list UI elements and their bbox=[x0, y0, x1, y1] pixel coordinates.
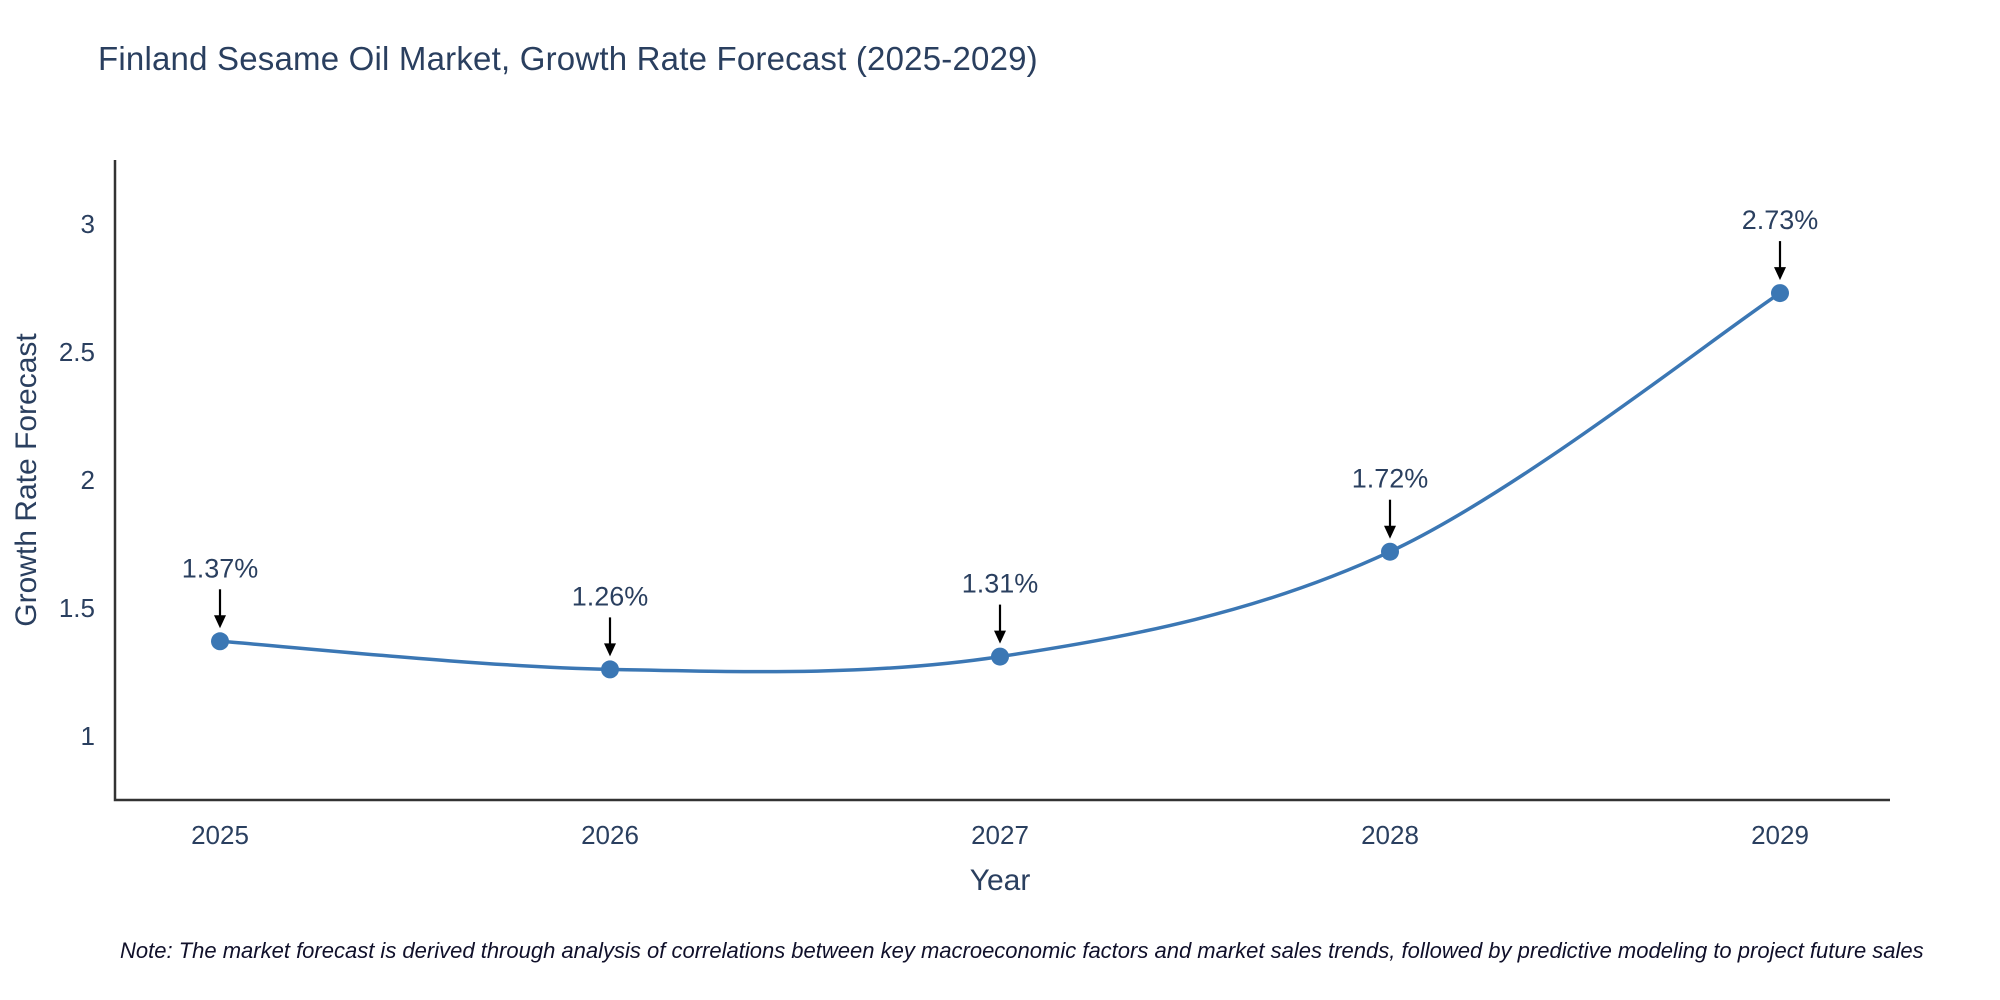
y-tick-label: 2 bbox=[81, 465, 95, 495]
data-point-marker bbox=[1381, 542, 1399, 561]
x-tick-label: 2026 bbox=[581, 820, 639, 850]
x-tick-label: 2025 bbox=[191, 820, 249, 850]
footnote: Note: The market forecast is derived thr… bbox=[120, 938, 1924, 963]
point-value-label: 1.26% bbox=[572, 581, 649, 611]
point-value-label: 1.72% bbox=[1352, 464, 1429, 494]
annotation-arrow-head bbox=[604, 643, 616, 657]
y-tick-label: 3 bbox=[81, 209, 95, 239]
x-axis-title: Year bbox=[970, 864, 1031, 897]
annotation-arrow-head bbox=[214, 615, 226, 629]
point-value-label: 1.37% bbox=[182, 553, 259, 583]
data-point-marker bbox=[1771, 284, 1789, 303]
y-tick-label: 1 bbox=[81, 721, 95, 751]
y-tick-label: 1.5 bbox=[59, 593, 95, 623]
annotation-arrow-head bbox=[994, 630, 1006, 644]
annotation-arrow-head bbox=[1774, 267, 1786, 281]
annotation-arrow-head bbox=[1384, 525, 1396, 539]
data-point-marker bbox=[211, 632, 229, 651]
x-tick-label: 2028 bbox=[1361, 820, 1419, 850]
data-point-marker bbox=[601, 660, 619, 679]
x-tick-label: 2027 bbox=[971, 820, 1029, 850]
point-value-label: 2.73% bbox=[1742, 205, 1819, 235]
y-axis-title: Growth Rate Forecast bbox=[10, 333, 43, 627]
point-value-label: 1.31% bbox=[962, 569, 1039, 599]
axis-lines bbox=[113, 160, 1890, 802]
forecast-line bbox=[218, 291, 1782, 674]
chart-title: Finland Sesame Oil Market, Growth Rate F… bbox=[98, 40, 1038, 77]
x-tick-label: 2029 bbox=[1751, 820, 1809, 850]
y-tick-label: 2.5 bbox=[59, 337, 95, 367]
data-point-marker bbox=[991, 647, 1009, 666]
